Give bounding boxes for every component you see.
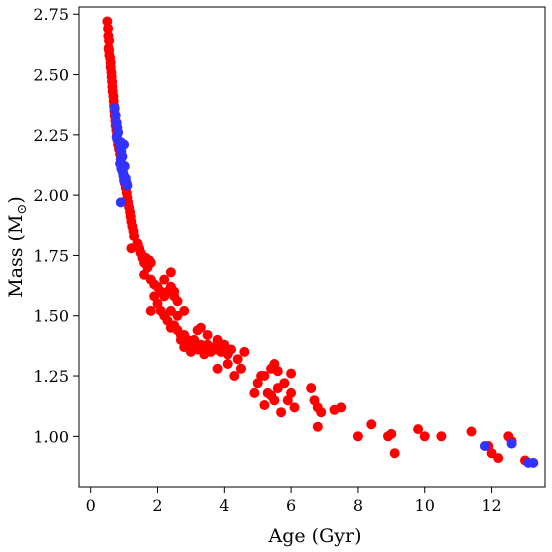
y-tick-label: 2.50 — [33, 66, 69, 85]
data-point-s1-21 — [122, 180, 133, 191]
data-point-s0-3 — [104, 35, 115, 46]
data-point-s0-131 — [316, 407, 327, 418]
data-point-s0-114 — [272, 366, 283, 377]
data-point-s0-54 — [145, 257, 156, 268]
data-point-s0-142 — [436, 431, 447, 442]
data-point-s0-124 — [256, 371, 267, 381]
data-point-s0-138 — [386, 428, 397, 439]
data-point-s0-102 — [202, 330, 213, 340]
x-axis-label: Age (Gyr) — [268, 525, 362, 547]
x-tick-label: 0 — [86, 496, 96, 515]
x-tick-label: 4 — [219, 496, 229, 515]
x-tick-label: 2 — [152, 496, 162, 515]
data-point-s0-118 — [276, 407, 287, 418]
y-axis-label-sun-symbol: ⊙ — [15, 204, 30, 215]
data-point-s1-18 — [119, 161, 130, 172]
data-point-s0-128 — [306, 383, 317, 394]
data-point-s0-104 — [222, 359, 233, 369]
data-point-s0-145 — [493, 453, 504, 464]
data-point-s0-106 — [236, 363, 246, 374]
data-point-s0-122 — [289, 402, 300, 413]
data-point-s0-93 — [199, 349, 210, 360]
data-point-s1-26 — [528, 457, 539, 468]
data-point-s0-127 — [266, 390, 277, 401]
data-point-s0-109 — [212, 363, 223, 374]
data-point-s0-107 — [239, 346, 250, 357]
data-point-s0-89 — [226, 344, 236, 355]
data-point-s0-70 — [145, 305, 156, 316]
data-point-s0-97 — [159, 274, 170, 285]
x-axis-ticks: 0 2 4 6 8 10 12 — [86, 487, 502, 515]
data-point-s0-139 — [389, 448, 400, 459]
x-tick-label: 10 — [415, 496, 435, 515]
data-point-s0-136 — [366, 419, 377, 430]
y-axis-label-main: Mass (M — [5, 215, 27, 298]
data-point-s1-22 — [115, 197, 126, 208]
data-points — [102, 16, 539, 468]
data-point-s1-11 — [119, 139, 130, 150]
y-axis-label-close: ) — [5, 196, 27, 203]
data-point-s0-0 — [102, 16, 113, 27]
x-tick-label: 8 — [353, 496, 363, 515]
data-point-s1-24 — [506, 438, 517, 449]
data-point-s0-141 — [419, 431, 430, 442]
data-point-s1-1 — [110, 110, 121, 121]
y-axis-ticks: 1.00 1.25 1.50 1.75 2.00 2.25 2.50 2.75 — [33, 5, 79, 446]
y-axis-label: Mass (M⊙) — [5, 196, 30, 298]
y-tick-label: 1.25 — [33, 367, 69, 386]
data-point-s0-94 — [175, 334, 186, 345]
plot-area-frame — [78, 6, 546, 488]
data-point-s0-1 — [103, 23, 114, 34]
y-tick-label: 1.00 — [33, 427, 69, 446]
data-point-s0-126 — [259, 400, 270, 410]
x-tick-label: 12 — [481, 496, 501, 515]
y-tick-label: 2.75 — [33, 5, 69, 24]
data-point-s0-123 — [286, 368, 297, 379]
data-point-s0-64 — [172, 296, 183, 307]
data-point-s0-143 — [466, 426, 477, 437]
data-point-s0-135 — [352, 431, 363, 442]
data-point-s0-105 — [232, 354, 243, 365]
x-tick-label: 6 — [286, 496, 296, 515]
data-point-s0-100 — [179, 305, 190, 316]
y-tick-label: 1.50 — [33, 307, 69, 326]
data-point-s0-140 — [413, 424, 424, 435]
data-point-s0-132 — [312, 421, 323, 432]
data-point-s0-125 — [249, 387, 260, 398]
data-point-s0-98 — [165, 267, 176, 278]
data-point-s0-99 — [169, 286, 180, 297]
data-point-s0-121 — [286, 387, 297, 398]
y-tick-label: 1.75 — [33, 246, 69, 265]
data-point-s0-108 — [229, 371, 240, 381]
data-point-s0-119 — [279, 378, 290, 389]
data-point-s1-23 — [479, 441, 490, 451]
data-point-s0-134 — [336, 402, 347, 413]
y-tick-label: 2.25 — [33, 126, 69, 145]
data-point-s0-103 — [212, 334, 223, 345]
data-point-s0-101 — [195, 322, 206, 333]
y-tick-label: 2.00 — [33, 186, 69, 205]
